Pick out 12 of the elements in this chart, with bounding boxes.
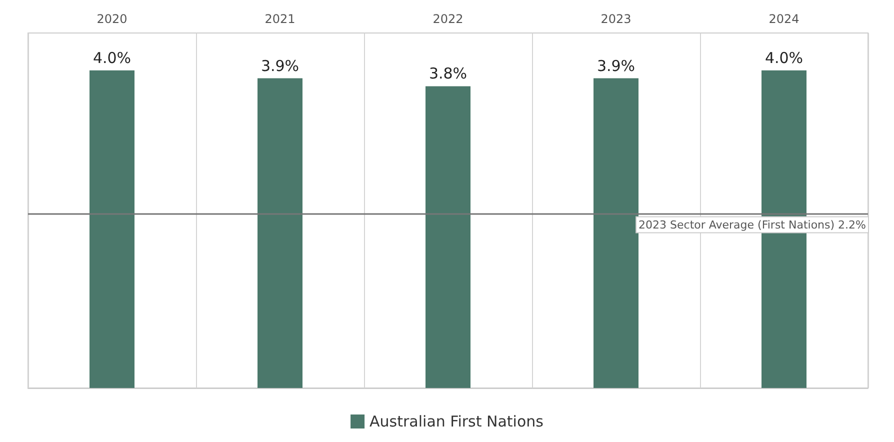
ref-line-label: 2023 Sector Average (First Nations) 2.2% [638,218,866,232]
data-label: 4.0% [92,48,132,67]
data-label: 4.0% [764,48,804,67]
x-tick-label: 2024 [768,12,800,26]
x-tick-label: 2023 [600,12,632,26]
x-tick-label: 2021 [264,12,296,26]
data-label: 3.9% [596,56,636,75]
x-tick-label: 2022 [432,12,464,26]
x-tick-label: 2020 [96,12,128,26]
data-label: 3.8% [428,64,468,83]
data-label: 3.9% [260,56,300,75]
legend-label: Australian First Nations [370,412,544,430]
